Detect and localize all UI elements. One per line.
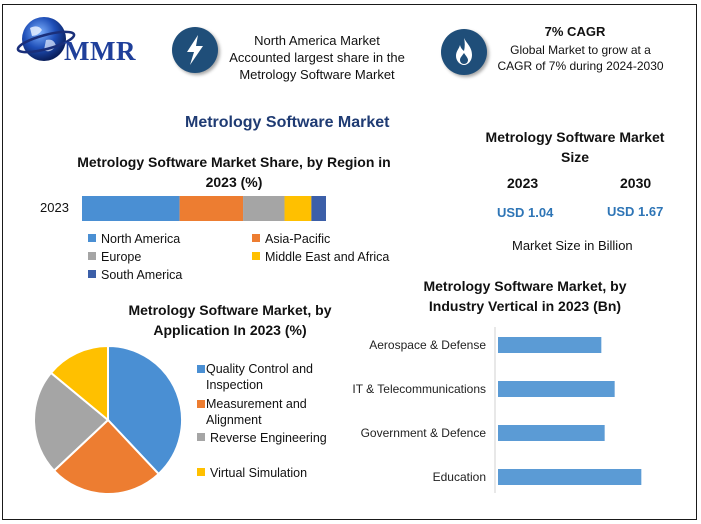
application-chart-title: Metrology Software Market, by Applicatio…	[128, 302, 332, 338]
industry-bar-aerospace-defense	[498, 337, 602, 353]
pie-legend-measurement: Measurement and Alignment	[197, 396, 317, 428]
legend-label: Europe	[101, 250, 142, 264]
lightning-icon	[172, 27, 218, 73]
market-size-value-2030: USD 1.67	[607, 204, 664, 219]
region-bar-segment-europe	[243, 196, 285, 221]
industry-category-label: IT & Telecommunications	[352, 382, 486, 396]
legend-swatch	[88, 270, 96, 278]
region-bar-segment-south-america	[311, 196, 326, 221]
legend-swatch	[197, 433, 205, 441]
industry-category-label: Aerospace & Defense	[369, 338, 486, 352]
region-chart-category-label: 2023	[40, 200, 69, 215]
header-info-north-america: North America Market Accounted largest s…	[222, 32, 412, 83]
market-size-note: Market Size in Billion	[512, 238, 633, 253]
legend-item-south-america: South America	[88, 268, 182, 282]
legend-label: North America	[101, 232, 181, 246]
header-info2-line: CAGR of 7% during 2024-2030	[497, 59, 664, 73]
globe-icon	[16, 17, 76, 61]
legend-swatch	[88, 252, 96, 260]
header-info1-line: North America Market	[254, 33, 380, 48]
cagr-title: 7% CAGR	[544, 24, 606, 39]
legend-label: Reverse Engineering	[210, 431, 327, 445]
legend-label: Virtual Simulation	[210, 466, 308, 480]
page-title: Metrology Software Market	[185, 114, 390, 131]
industry-bar-education	[498, 469, 642, 485]
legend-label: Quality Control and Inspection	[206, 362, 314, 392]
legend-label: Measurement and Alignment	[206, 397, 307, 427]
legend-label: Middle East and Africa	[265, 250, 390, 264]
legend-swatch	[252, 234, 260, 242]
industry-chart-title: Metrology Software Market, by Industry V…	[423, 278, 627, 314]
pie-legend-virtual-simulation: Virtual Simulation	[197, 466, 307, 480]
legend-swatch	[252, 252, 260, 260]
legend-swatch	[197, 400, 205, 408]
application-pie-chart	[33, 344, 183, 495]
market-size-title: Metrology Software Market Size	[470, 127, 680, 167]
pie-legend-quality-control: Quality Control and Inspection	[197, 361, 317, 393]
region-bar-segment-middle-east-and-africa	[284, 196, 312, 221]
market-size-year-2030: 2030	[620, 175, 652, 191]
brand-logo-text: MMR	[64, 36, 136, 66]
industry-bar-chart: Aerospace & Defense IT & Telecommunicatio…	[352, 327, 642, 493]
header-info1-line: Metrology Software Market	[239, 67, 395, 82]
legend-swatch	[197, 365, 205, 373]
industry-category-label: Education	[433, 470, 486, 484]
industry-category-label: Government & Defence	[361, 426, 487, 440]
legend-item-north-america: North America	[88, 232, 180, 246]
infographic-frame	[2, 4, 697, 520]
legend-item-europe: Europe	[88, 250, 141, 264]
pie-slice-virtual-simulation	[49, 344, 109, 423]
pie-slice-reverse-engineering	[33, 371, 110, 473]
legend-swatch	[197, 468, 205, 476]
region-stacked-bar-chart: 2023	[40, 196, 326, 221]
region-bar-segment-north-america	[82, 196, 180, 221]
legend-label: Asia-Pacific	[265, 232, 331, 246]
pie-legend-reverse-engineering: Reverse Engineering	[197, 431, 327, 445]
industry-bar-it-telecommunications	[498, 381, 615, 397]
header-info-cagr: Global Market to grow at a CAGR of 7% du…	[493, 42, 668, 74]
legend-item-asia-pacific: Asia-Pacific	[252, 232, 330, 246]
header-info1-line: Accounted largest share in the	[229, 50, 405, 65]
header-info2-line: Global Market to grow at a	[510, 43, 651, 57]
market-size-value-2023: USD 1.04	[497, 205, 554, 220]
market-size-year-2023: 2023	[507, 175, 539, 191]
legend-label: South America	[101, 268, 183, 282]
legend-item-middle-east-africa: Middle East and Africa	[252, 250, 389, 264]
pie-slice-quality-control-and-inspection	[107, 344, 183, 476]
industry-bar-government-defence	[498, 425, 605, 441]
legend-swatch	[88, 234, 96, 242]
pie-slice-measurement-and-alignment	[52, 418, 161, 495]
flame-icon	[441, 29, 487, 75]
region-bar-segment-asia-pacific	[179, 196, 244, 221]
market-size-title-line: Size	[560, 149, 589, 165]
region-chart-title: Metrology Software Market Share, by Regi…	[77, 154, 391, 190]
market-size-title-line: Metrology Software Market	[485, 129, 665, 145]
